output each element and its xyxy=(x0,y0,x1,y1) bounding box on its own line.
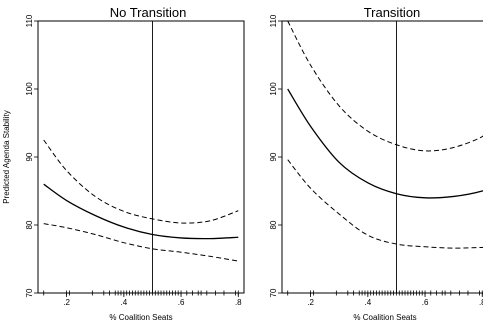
y-tick-label: 80 xyxy=(269,220,278,229)
prediction-line xyxy=(43,183,239,240)
panel-transition: Transition % Coalition Seats .2 .4 .6 .8 70 8… xyxy=(269,5,483,322)
x-tick-label: .4 xyxy=(120,298,127,307)
x-tick-label: .8 xyxy=(235,298,242,307)
rug-group xyxy=(287,290,483,296)
prediction-line xyxy=(287,88,483,199)
y-tick-label: 100 xyxy=(25,82,34,96)
ticks-group: .2 .4 .6 .8 70 80 90 100 110 xyxy=(269,14,483,307)
panel-no-transition: No Transition Predicted Agenda Stability… xyxy=(2,5,245,322)
x-axis-label: % Coalition Seats xyxy=(109,313,172,322)
y-tick-label: 90 xyxy=(269,152,278,161)
x-tick-label: .6 xyxy=(178,298,185,307)
y-tick-label: 100 xyxy=(269,82,278,96)
y-tick-label: 80 xyxy=(25,220,34,229)
series-group xyxy=(43,21,239,293)
y-tick-label: 90 xyxy=(25,152,34,161)
x-tick-label: .4 xyxy=(364,298,371,307)
lower-ci-line xyxy=(287,159,483,249)
panel-title: Transition xyxy=(364,5,421,20)
x-tick-label: .8 xyxy=(479,298,483,307)
x-tick-label: .6 xyxy=(422,298,429,307)
y-tick-label: 110 xyxy=(269,14,278,27)
y-tick-label: 70 xyxy=(269,288,278,297)
series-group xyxy=(287,20,483,293)
plot-frame xyxy=(37,20,245,294)
upper-ci-line xyxy=(43,139,239,224)
ticks-group: .2 .4 .6 .8 70 80 90 100 110 xyxy=(25,14,242,307)
rug-group xyxy=(43,290,239,296)
y-axis-label: Predicted Agenda Stability xyxy=(2,110,11,203)
panel-title: No Transition xyxy=(110,5,187,20)
x-axis-label: % Coalition Seats xyxy=(353,313,416,322)
x-tick-label: .2 xyxy=(307,298,314,307)
x-tick-label: .2 xyxy=(63,298,70,307)
lower-ci-line xyxy=(43,223,239,262)
upper-ci-line xyxy=(287,20,483,152)
y-tick-label: 110 xyxy=(25,14,34,27)
y-tick-label: 70 xyxy=(25,288,34,297)
plot-frame xyxy=(281,20,483,294)
